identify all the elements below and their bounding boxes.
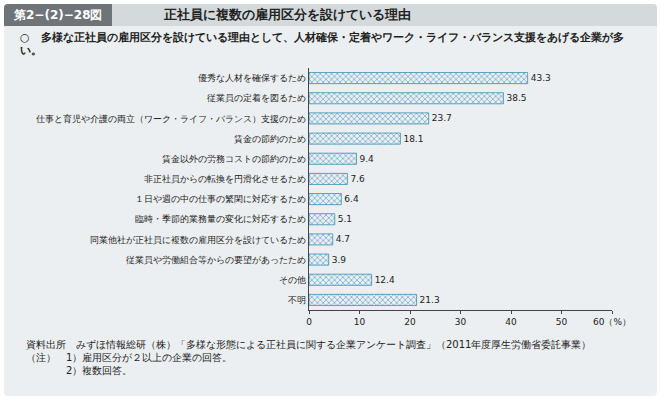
svg-text:賃金以外の労務コストの節約のため: 賃金以外の労務コストの節約のため (162, 154, 306, 164)
svg-text:18.1: 18.1 (403, 134, 423, 144)
svg-text:0: 0 (306, 317, 312, 327)
svg-text:10: 10 (354, 317, 366, 327)
svg-text:60（%）: 60（%） (593, 317, 631, 327)
svg-text:非正社員からの転換を円滑化させるため: 非正社員からの転換を円滑化させるため (144, 174, 306, 184)
svg-text:43.3: 43.3 (531, 73, 551, 83)
svg-text:その他: その他 (279, 275, 306, 285)
svg-text:従業員や労働組合等からの要望があったため: 従業員や労働組合等からの要望があったため (126, 255, 306, 265)
html-text:○ 多様な正社員の雇用区分を設けている理由として、人材確保・: ○ 多様な正社員の雇用区分を設けている理由として、人材確保・定着やワーク・ライフ… (20, 31, 624, 57)
html-text:2）複数回答。: 2）複数回答。 (26, 365, 133, 376)
svg-text:5.1: 5.1 (338, 214, 352, 224)
svg-text:40: 40 (505, 317, 517, 327)
svg-text:50: 50 (556, 317, 568, 327)
svg-text:20: 20 (404, 317, 416, 327)
svg-text:優秀な人材を確保するため: 優秀な人材を確保するため (198, 73, 306, 83)
svg-text:21.3: 21.3 (420, 295, 440, 305)
svg-text:従業員の定着を図るため: 従業員の定着を図るため (207, 93, 306, 103)
svg-text:同業他社が正社員に複数の雇用区分を設けているため: 同業他社が正社員に複数の雇用区分を設けているため (90, 235, 306, 245)
html-text:資料出所 みずほ情報総研（株）「多様な形態による正社員に関す: 資料出所 みずほ情報総研（株）「多様な形態による正社員に関する企業アンケート調査… (26, 339, 592, 350)
html-text:第2−(2)−28図: 第2−(2)−28図 (14, 8, 103, 22)
svg-text:１日や週の中の仕事の繁閑に対応するため: １日や週の中の仕事の繁閑に対応するため (135, 194, 306, 204)
svg-text:臨時・季節的業務量の変化に対応するため: 臨時・季節的業務量の変化に対応するため (135, 214, 306, 224)
html-text:（注） 1）雇用区分が２以上の企業の回答。: （注） 1）雇用区分が２以上の企業の回答。 (26, 352, 233, 363)
svg-text:38.5: 38.5 (506, 93, 526, 103)
svg-text:仕事と育児や介護の両立（ワーク・ライフ・バランス）支援のため: 仕事と育児や介護の両立（ワーク・ライフ・バランス）支援のため (36, 114, 306, 124)
svg-text:30: 30 (455, 317, 467, 327)
svg-text:4.7: 4.7 (336, 234, 350, 244)
svg-text:23.7: 23.7 (432, 113, 452, 123)
svg-text:3.9: 3.9 (332, 255, 347, 265)
svg-text:9.4: 9.4 (359, 154, 374, 164)
svg-text:6.4: 6.4 (344, 194, 359, 204)
svg-text:不明: 不明 (288, 295, 306, 305)
html-text:正社員に複数の雇用区分を設けている理由: 正社員に複数の雇用区分を設けている理由 (164, 7, 411, 22)
svg-text:12.4: 12.4 (375, 275, 395, 285)
svg-text:賃金の節約のため: 賃金の節約のため (234, 134, 306, 144)
svg-text:7.6: 7.6 (350, 174, 365, 184)
